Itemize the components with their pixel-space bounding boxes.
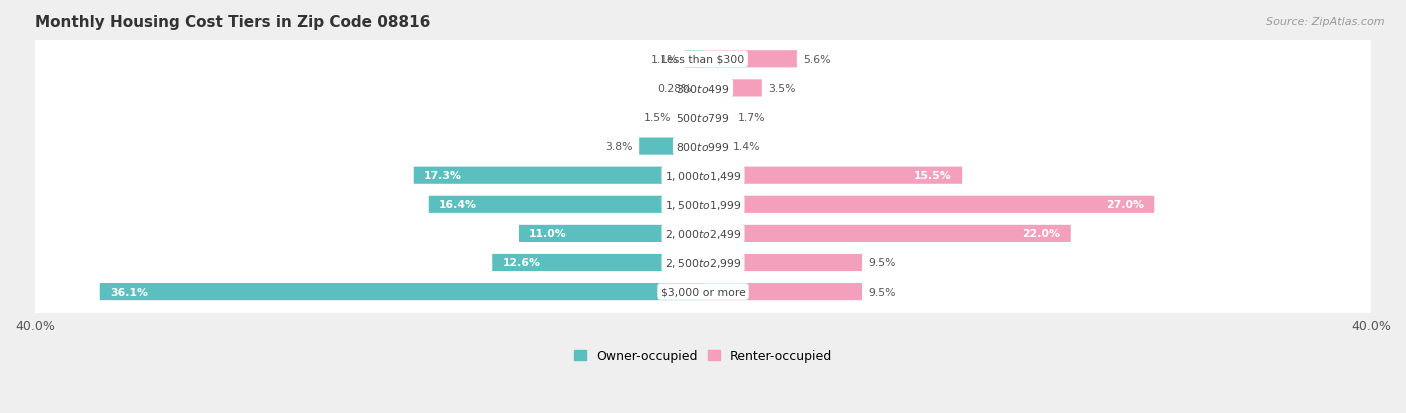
FancyBboxPatch shape: [703, 51, 797, 68]
Text: $300 to $499: $300 to $499: [676, 83, 730, 95]
FancyBboxPatch shape: [100, 283, 703, 300]
FancyBboxPatch shape: [703, 283, 862, 300]
FancyBboxPatch shape: [413, 167, 703, 184]
Text: 1.5%: 1.5%: [644, 113, 671, 123]
Text: 1.1%: 1.1%: [651, 55, 678, 65]
FancyBboxPatch shape: [703, 254, 862, 271]
FancyBboxPatch shape: [21, 211, 1385, 257]
Text: $2,500 to $2,999: $2,500 to $2,999: [665, 256, 741, 269]
Text: 16.4%: 16.4%: [439, 200, 477, 210]
Text: 9.5%: 9.5%: [869, 287, 896, 297]
Text: 27.0%: 27.0%: [1107, 200, 1144, 210]
FancyBboxPatch shape: [492, 254, 703, 271]
FancyBboxPatch shape: [685, 51, 703, 68]
Text: Less than $300: Less than $300: [661, 55, 745, 65]
FancyBboxPatch shape: [703, 109, 731, 126]
Legend: Owner-occupied, Renter-occupied: Owner-occupied, Renter-occupied: [568, 344, 838, 368]
Text: 17.3%: 17.3%: [425, 171, 463, 181]
Text: $3,000 or more: $3,000 or more: [661, 287, 745, 297]
Text: $2,000 to $2,499: $2,000 to $2,499: [665, 227, 741, 240]
FancyBboxPatch shape: [703, 225, 1071, 242]
FancyBboxPatch shape: [21, 95, 1385, 141]
FancyBboxPatch shape: [21, 240, 1385, 286]
Text: Monthly Housing Cost Tiers in Zip Code 08816: Monthly Housing Cost Tiers in Zip Code 0…: [35, 15, 430, 30]
FancyBboxPatch shape: [21, 182, 1385, 228]
Text: 3.5%: 3.5%: [768, 84, 796, 94]
FancyBboxPatch shape: [21, 37, 1385, 83]
FancyBboxPatch shape: [703, 196, 1154, 214]
FancyBboxPatch shape: [21, 66, 1385, 112]
FancyBboxPatch shape: [703, 80, 762, 97]
Text: $500 to $799: $500 to $799: [676, 112, 730, 124]
Text: 0.28%: 0.28%: [657, 84, 692, 94]
FancyBboxPatch shape: [697, 80, 703, 97]
FancyBboxPatch shape: [21, 269, 1385, 315]
FancyBboxPatch shape: [640, 138, 703, 155]
Text: 12.6%: 12.6%: [502, 258, 540, 268]
Text: 36.1%: 36.1%: [110, 287, 148, 297]
Text: 9.5%: 9.5%: [869, 258, 896, 268]
Text: 5.6%: 5.6%: [803, 55, 831, 65]
Text: 11.0%: 11.0%: [529, 229, 567, 239]
FancyBboxPatch shape: [678, 109, 703, 126]
Text: 1.4%: 1.4%: [733, 142, 761, 152]
FancyBboxPatch shape: [429, 196, 703, 214]
Text: $1,500 to $1,999: $1,500 to $1,999: [665, 198, 741, 211]
FancyBboxPatch shape: [703, 138, 727, 155]
Text: 22.0%: 22.0%: [1022, 229, 1060, 239]
Text: 1.7%: 1.7%: [738, 113, 766, 123]
FancyBboxPatch shape: [519, 225, 703, 242]
Text: Source: ZipAtlas.com: Source: ZipAtlas.com: [1267, 17, 1385, 26]
Text: $1,000 to $1,499: $1,000 to $1,499: [665, 169, 741, 182]
FancyBboxPatch shape: [21, 153, 1385, 199]
Text: 15.5%: 15.5%: [914, 171, 952, 181]
Text: $800 to $999: $800 to $999: [676, 141, 730, 153]
FancyBboxPatch shape: [21, 123, 1385, 170]
Text: 3.8%: 3.8%: [606, 142, 633, 152]
FancyBboxPatch shape: [703, 167, 962, 184]
